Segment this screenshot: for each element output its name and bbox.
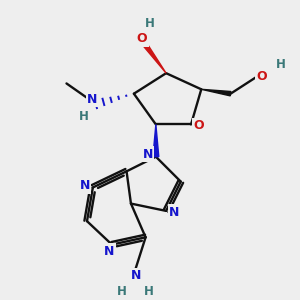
Text: N: N xyxy=(80,179,90,193)
Text: H: H xyxy=(144,285,154,298)
Text: O: O xyxy=(193,119,204,132)
Text: N: N xyxy=(169,206,179,219)
Polygon shape xyxy=(153,124,159,157)
Text: O: O xyxy=(137,32,147,45)
Text: H: H xyxy=(117,285,127,298)
Text: H: H xyxy=(145,17,155,30)
Text: N: N xyxy=(131,269,142,283)
Polygon shape xyxy=(201,89,231,96)
Text: H: H xyxy=(79,110,89,123)
Text: N: N xyxy=(104,244,114,258)
Text: N: N xyxy=(87,93,98,106)
Text: H: H xyxy=(276,58,286,71)
Text: O: O xyxy=(256,70,267,83)
Polygon shape xyxy=(144,44,166,73)
Text: N: N xyxy=(142,148,153,161)
